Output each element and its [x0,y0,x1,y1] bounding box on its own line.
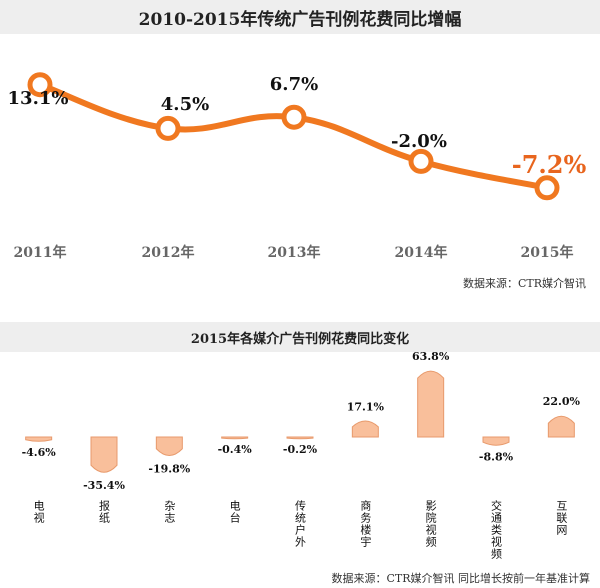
bar [25,436,53,442]
x-tick-label: 电视 [32,500,45,524]
x-tick-label: 报纸 [98,499,111,524]
line-chart-title: 2010-2015年传统广告刊例花费同比增幅 [0,0,600,34]
data-label: 63.8% [412,352,450,363]
x-tick-label: 2013年 [268,244,321,261]
data-label: 4.5% [161,94,209,115]
data-label: 17.1% [347,401,385,414]
x-tick-label: 2015年 [521,244,574,261]
bar-chart-title: 2015年各媒介广告刊例花费同比变化 [0,322,600,352]
bar [482,436,510,446]
x-tick-label: 传统户外 [294,500,307,548]
data-label: -2.0% [391,131,447,152]
bar [547,415,575,438]
bar [155,436,183,456]
x-tick-label: 2011年 [14,244,67,261]
x-tick-label: 电台 [228,500,241,524]
x-tick-label: 交通类视频 [490,499,503,560]
data-point [534,175,560,201]
data-label: -8.8% [479,451,514,464]
x-tick-label: 2014年 [395,244,448,261]
line-chart: 13.1% 4.5% 6.7% -2.0% -7.2% 2011年 2012年 2013年 20… [8,72,587,261]
bar [351,420,379,438]
data-label: -0.2% [283,443,318,456]
data-label: 22.0% [543,395,581,408]
data-label: 6.7% [270,74,318,95]
line-chart-source: 数据来源：CTR媒介智讯 [462,277,586,290]
data-label: 13.1% [8,88,69,109]
data-point [155,115,181,141]
data-label: -7.2% [512,150,587,179]
data-label: -19.8% [148,462,190,475]
bar-chart: -4.6% 电视 -35.4% 报纸 -19.8% 杂志 -0.4% 电台 -0.2% 传统户外 1… [22,352,581,560]
data-label: -35.4% [83,479,125,492]
bar [286,436,314,440]
bar [417,370,445,438]
x-tick-label: 2012年 [142,244,195,261]
data-label: -0.4% [218,443,253,456]
data-point [408,148,434,174]
data-label: -4.6% [22,446,57,459]
x-tick-label: 影院视频 [424,500,437,548]
bar-chart-source: 数据来源：CTR媒介智讯 同比增长按前一年基准计算 [331,572,590,585]
x-tick-label: 商务楼宇 [359,499,372,548]
data-point [281,104,307,130]
bar [221,436,249,440]
bar [90,436,118,473]
x-tick-label: 互联网 [555,500,568,536]
data-point [27,72,53,98]
series-line [37,81,550,191]
x-tick-label: 杂志 [163,500,176,524]
